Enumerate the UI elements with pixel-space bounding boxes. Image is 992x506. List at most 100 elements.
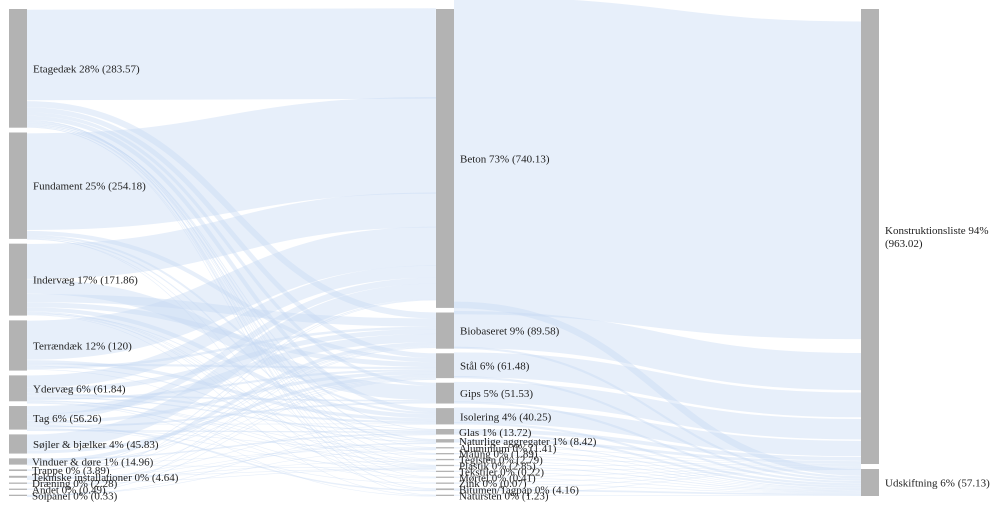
link-indervaeg-to-maling: [26, 311, 437, 455]
link-mortel-to-konstruktion: [453, 467, 862, 478]
label-natursten: Natursten 0% (1.23): [459, 490, 549, 502]
link-gips-to-udskiftning: [453, 401, 862, 484]
node-vinduer[interactable]: [9, 458, 27, 465]
link-sojler-to-beton: [26, 283, 437, 451]
link-etagedaek-to-plastik: [26, 121, 437, 466]
node-maling[interactable]: [436, 453, 454, 455]
node-tekniske[interactable]: [9, 475, 27, 478]
node-ydervaeg[interactable]: [9, 375, 27, 402]
node-solpanel[interactable]: [9, 494, 27, 496]
node-trappe[interactable]: [9, 469, 27, 472]
node-terraendaek[interactable]: [9, 320, 27, 371]
node-plastik[interactable]: [436, 464, 454, 467]
node-beton[interactable]: [436, 9, 454, 308]
node-glas[interactable]: [436, 428, 454, 435]
link-indervaeg-to-gips: [26, 279, 437, 401]
node-teglsten[interactable]: [436, 458, 454, 461]
node-tekstiler[interactable]: [436, 470, 454, 473]
link-aluminium-to-udskiftning: [453, 447, 862, 490]
node-biobaseret[interactable]: [436, 312, 454, 349]
label-naturlige: Naturlige aggregater 1% (8.42): [459, 436, 597, 448]
node-staal[interactable]: [436, 353, 454, 379]
label-ydervaeg: Ydervæg 6% (61.84): [33, 383, 126, 395]
link-solpanel-to-glas: [26, 434, 437, 496]
label-etagedaek: Etagedæk 28% (283.57): [33, 63, 140, 75]
link-tekniske-to-plastik: [26, 468, 437, 478]
link-naturlige-to-udskiftning: [453, 441, 862, 489]
node-fundament[interactable]: [9, 132, 27, 239]
node-udskiftning[interactable]: [861, 469, 879, 496]
link-tag-to-staal: [26, 371, 437, 425]
link-zink-to-udskiftning: [453, 483, 862, 494]
link-tag-to-aluminium: [26, 429, 437, 449]
link-etagedaek-to-zink: [26, 127, 437, 484]
link-terraendaek-to-beton: [26, 226, 437, 360]
node-draening[interactable]: [9, 482, 27, 484]
label-bitumen: Bitumen/Tagpap 0% (4.16): [459, 484, 579, 496]
label-beton: Beton 73% (740.13): [460, 153, 550, 165]
link-tag-to-bitumen: [26, 424, 437, 492]
link-aluminium-to-konstruktion: [453, 447, 862, 465]
link-etagedaek-to-gips: [26, 112, 437, 386]
label-biobaseret: Biobaseret 9% (89.58): [460, 326, 560, 338]
node-zink[interactable]: [436, 482, 454, 484]
link-vinduer-to-staal: [26, 377, 437, 465]
link-tekniske-to-staal: [26, 378, 437, 478]
label-andet: Andet 0% (0.49): [32, 484, 106, 496]
link-solpanel-to-staal: [26, 379, 437, 497]
link-ydervaeg-to-maling: [26, 400, 437, 455]
node-sojler[interactable]: [9, 434, 27, 454]
link-terraendaek-to-biobaseret: [26, 326, 437, 370]
link-biobaseret-to-udskiftning: [453, 346, 862, 479]
node-tag[interactable]: [9, 406, 27, 430]
link-tekstiler-to-udskiftning: [453, 471, 862, 493]
link-ydervaeg-to-aluminium: [26, 401, 437, 449]
link-etagedaek-to-biobaseret: [26, 101, 437, 319]
link-isolering-to-udskiftning: [453, 422, 862, 486]
link-tag-to-beton: [26, 277, 437, 421]
node-natursten[interactable]: [436, 494, 454, 496]
link-gips-to-konstruktion: [453, 381, 862, 440]
link-beton-to-udskiftning: [453, 301, 862, 476]
label-teglsten: Teglsten 0% (2.79): [459, 455, 543, 467]
link-etagedaek-to-bitumen: [26, 119, 437, 490]
label-sojler: Søjler & bjælker 4% (45.83): [33, 439, 159, 451]
link-draening-to-plastik: [26, 469, 437, 485]
label-layer: Etagedæk 28% (283.57) Fundament 25% (254.…: [32, 63, 990, 502]
link-tag-to-gips: [26, 401, 437, 428]
link-indervaeg-to-plastik: [26, 314, 437, 467]
link-tekstiler-to-konstruktion: [453, 466, 862, 472]
label-terraendaek: Terrændæk 12% (120): [33, 340, 132, 352]
node-konstruktion[interactable]: [861, 9, 879, 465]
node-indervaeg[interactable]: [9, 243, 27, 316]
link-teglsten-to-udskiftning: [453, 459, 862, 491]
node-isolering[interactable]: [436, 408, 454, 425]
node-naturlige[interactable]: [436, 439, 454, 443]
link-tag-to-isolering: [26, 423, 437, 425]
link-etagedaek-to-staal: [26, 107, 437, 359]
node-gips[interactable]: [436, 382, 454, 404]
link-ydervaeg-to-glas: [26, 396, 437, 432]
link-indervaeg-to-teglsten: [26, 312, 437, 461]
link-trappe-to-beton: [26, 299, 437, 471]
link-zink-to-konstruktion: [453, 467, 862, 484]
link-andet-to-biobaseret: [26, 346, 437, 490]
link-draening-to-naturlige: [26, 443, 437, 484]
label-indervaeg: Indervæg 17% (171.86): [33, 275, 138, 287]
label-trappe: Trappe 0% (3.89): [32, 465, 110, 477]
node-mortel[interactable]: [436, 476, 454, 478]
link-ydervaeg-to-gips: [26, 395, 437, 402]
link-etagedaek-to-natursten: [26, 126, 437, 496]
node-etagedaek[interactable]: [9, 9, 27, 128]
link-fundament-to-staal: [26, 230, 437, 363]
label-udskiftning: Udskiftning 6% (57.13): [885, 478, 990, 490]
label-solpanel: Solpanel 0% (0.33): [32, 490, 118, 502]
link-maling-to-udskiftning: [453, 453, 862, 491]
link-ydervaeg-to-staal: [26, 369, 437, 401]
label-staal: Stål 6% (61.48): [460, 361, 530, 373]
node-aluminium[interactable]: [436, 447, 454, 449]
node-andet[interactable]: [9, 488, 27, 490]
node-bitumen[interactable]: [436, 488, 454, 491]
label-tekniske: Tekniske installationer 0% (4.64): [32, 472, 179, 484]
link-bitumen-to-konstruktion: [453, 468, 862, 490]
